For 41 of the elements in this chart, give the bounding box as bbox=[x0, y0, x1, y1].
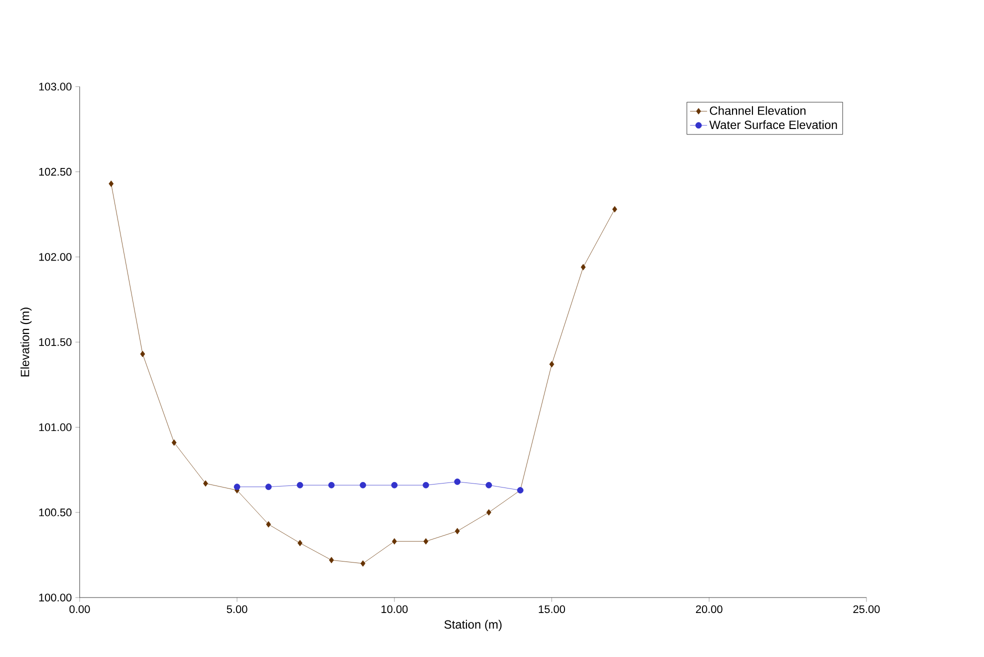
point bbox=[454, 478, 461, 485]
point bbox=[296, 482, 304, 488]
point bbox=[108, 180, 114, 187]
point bbox=[580, 264, 586, 270]
point bbox=[172, 439, 177, 446]
y-tick-label: 101.00 bbox=[39, 423, 72, 431]
x-tick-label: 10.00 bbox=[382, 605, 408, 613]
x-axis-title: Station (m) bbox=[444, 620, 502, 631]
point bbox=[391, 482, 398, 488]
y-tick-label: 100.00 bbox=[39, 594, 72, 602]
point bbox=[203, 480, 208, 486]
point bbox=[265, 484, 272, 490]
legend-label: Channel Elevation bbox=[710, 106, 806, 115]
point bbox=[140, 350, 146, 358]
x-tick-label: 15.00 bbox=[538, 605, 566, 613]
point bbox=[266, 520, 271, 528]
y-tick-label: 103.00 bbox=[39, 82, 72, 90]
point bbox=[298, 540, 302, 546]
point bbox=[549, 360, 554, 368]
point bbox=[612, 206, 618, 212]
x-tick-label: 20.00 bbox=[696, 605, 722, 613]
point bbox=[422, 482, 430, 488]
x-tick-label: 5.00 bbox=[226, 605, 248, 613]
point bbox=[360, 482, 366, 488]
point bbox=[392, 538, 397, 544]
point bbox=[234, 484, 240, 490]
point bbox=[486, 509, 492, 516]
x-tick-label: 25.00 bbox=[853, 605, 880, 613]
y-tick-label: 100.50 bbox=[39, 508, 72, 516]
point bbox=[329, 556, 334, 564]
point bbox=[328, 482, 335, 488]
y-tick-label: 101.50 bbox=[39, 338, 72, 346]
legend-label: Water Surface Elevation bbox=[709, 120, 837, 129]
y-tick-label: 102.50 bbox=[39, 168, 72, 176]
point bbox=[360, 560, 366, 567]
point bbox=[486, 482, 492, 488]
y-axis-title: Elevation (m) bbox=[20, 308, 32, 376]
x-tick-label: 0.00 bbox=[69, 605, 90, 613]
y-tick-label: 102.00 bbox=[39, 252, 72, 261]
point bbox=[454, 528, 460, 534]
point bbox=[423, 538, 428, 544]
